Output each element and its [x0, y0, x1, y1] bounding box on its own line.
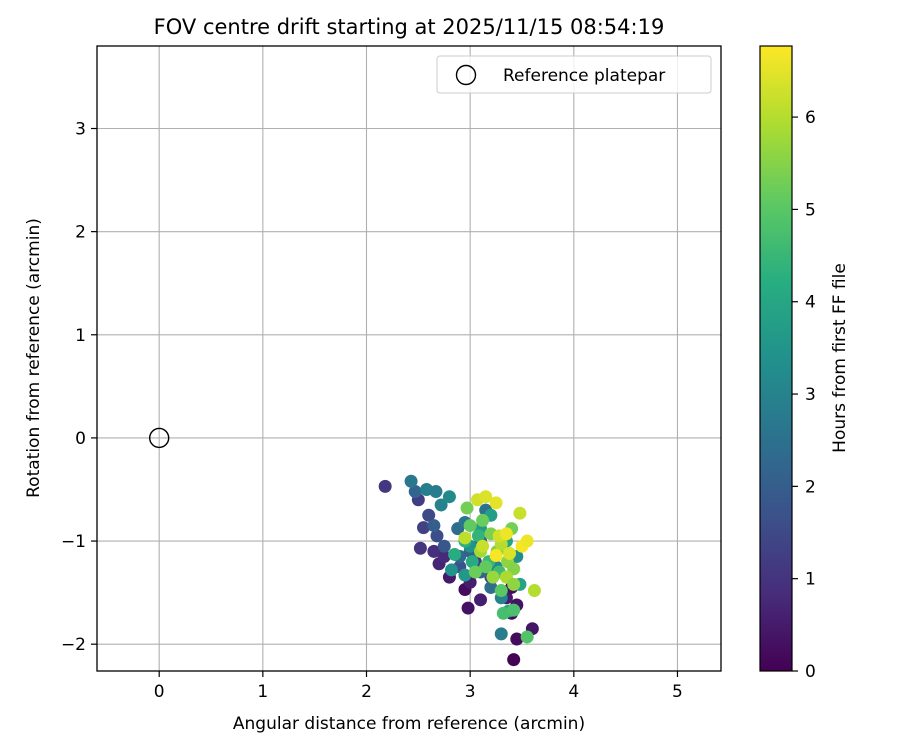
data-point	[465, 555, 479, 569]
legend-marker-reference	[455, 64, 477, 86]
reference-platepar-marker	[148, 427, 170, 449]
data-point	[408, 485, 422, 499]
data-point	[427, 519, 441, 533]
data-point	[510, 632, 524, 646]
y-tick-label: 0	[75, 429, 86, 449]
y-tick-label: −1	[61, 532, 86, 552]
data-point	[422, 508, 436, 522]
legend: Reference platepar	[436, 55, 712, 94]
colorbar-tick-label: 5	[805, 200, 816, 220]
data-point	[437, 550, 451, 564]
data-point	[448, 547, 462, 561]
data-point	[479, 560, 493, 574]
data-point	[507, 653, 521, 667]
colorbar-tick-label: 4	[805, 293, 816, 313]
data-point	[489, 496, 503, 510]
colorbar-label: Hours from first FF file	[830, 263, 850, 453]
data-point	[503, 546, 517, 560]
data-point	[494, 584, 508, 598]
colorbar-tick-label: 0	[805, 662, 816, 682]
colorbar-tick-label: 2	[805, 477, 816, 497]
data-point	[476, 513, 490, 527]
data-point	[486, 570, 500, 584]
legend-label-reference: Reference platepar	[503, 66, 665, 86]
y-axis-label: Rotation from reference (arcmin)	[24, 218, 44, 498]
data-point	[430, 529, 444, 543]
colorbar-gradient	[759, 45, 793, 672]
data-point	[437, 539, 451, 553]
data-point	[429, 485, 443, 499]
data-point	[460, 501, 474, 515]
data-point	[434, 498, 448, 512]
data-point	[496, 606, 510, 620]
x-tick-label: 4	[568, 682, 579, 702]
data-point	[378, 479, 392, 493]
data-point	[461, 601, 475, 615]
data-point	[413, 541, 427, 555]
grid-lines	[97, 46, 721, 671]
colorbar-tick-label: 1	[805, 570, 816, 590]
data-point	[458, 531, 472, 545]
colorbar-tick-label: 6	[805, 108, 816, 128]
legend-box	[436, 55, 712, 94]
data-point	[499, 527, 513, 541]
data-point	[520, 534, 534, 548]
data-point	[489, 548, 503, 562]
x-tick-label: 5	[672, 682, 683, 702]
colorbar-ticks: 0 1 2 3 4 5 6	[792, 108, 816, 682]
data-point	[442, 490, 456, 504]
data-point	[468, 565, 482, 579]
data-points	[148, 427, 541, 667]
colorbar: 0 1 2 3 4 5 6 Hours from first FF file	[759, 45, 850, 682]
y-tick-label: 3	[75, 120, 86, 140]
y-tick-label: 2	[75, 223, 86, 243]
data-point	[527, 584, 541, 598]
colorbar-tick-label: 3	[805, 385, 816, 405]
data-point	[471, 529, 485, 543]
data-point	[474, 593, 488, 607]
plot-frame	[96, 45, 722, 672]
y-tick-label: −2	[61, 635, 86, 655]
axis-ticks: 0 1 2 3 4 5 −2 −1 0 1 2 3	[61, 120, 683, 702]
data-point	[520, 630, 534, 644]
data-point	[463, 519, 477, 533]
data-point	[458, 568, 472, 582]
data-point	[476, 539, 490, 553]
data-point	[417, 521, 431, 535]
data-point	[507, 577, 521, 591]
x-axis-label: Angular distance from reference (arcmin)	[233, 714, 585, 734]
data-point	[427, 544, 441, 558]
data-point	[507, 603, 521, 617]
data-point	[494, 627, 508, 641]
x-tick-label: 1	[257, 682, 268, 702]
data-point	[479, 490, 493, 504]
data-point	[513, 506, 527, 520]
chart-title: FOV centre drift starting at 2025/11/15 …	[154, 15, 665, 39]
x-tick-label: 0	[154, 682, 165, 702]
data-point	[404, 474, 418, 488]
y-tick-label: 1	[75, 326, 86, 346]
data-point	[444, 563, 458, 577]
x-tick-label: 2	[361, 682, 372, 702]
x-tick-label: 3	[465, 682, 476, 702]
data-point	[484, 580, 498, 594]
